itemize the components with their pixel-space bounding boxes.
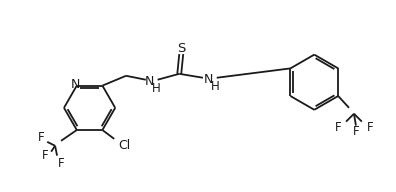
- Text: N: N: [145, 75, 154, 88]
- Text: H: H: [152, 82, 161, 95]
- Text: F: F: [352, 125, 359, 138]
- Text: H: H: [211, 80, 220, 93]
- Text: F: F: [58, 157, 64, 170]
- Text: F: F: [38, 131, 45, 144]
- Text: N: N: [204, 73, 213, 86]
- Text: Cl: Cl: [118, 139, 130, 152]
- Text: F: F: [42, 149, 49, 162]
- Text: N: N: [71, 78, 80, 91]
- Text: F: F: [335, 121, 341, 134]
- Text: F: F: [366, 121, 373, 134]
- Text: S: S: [177, 42, 185, 55]
